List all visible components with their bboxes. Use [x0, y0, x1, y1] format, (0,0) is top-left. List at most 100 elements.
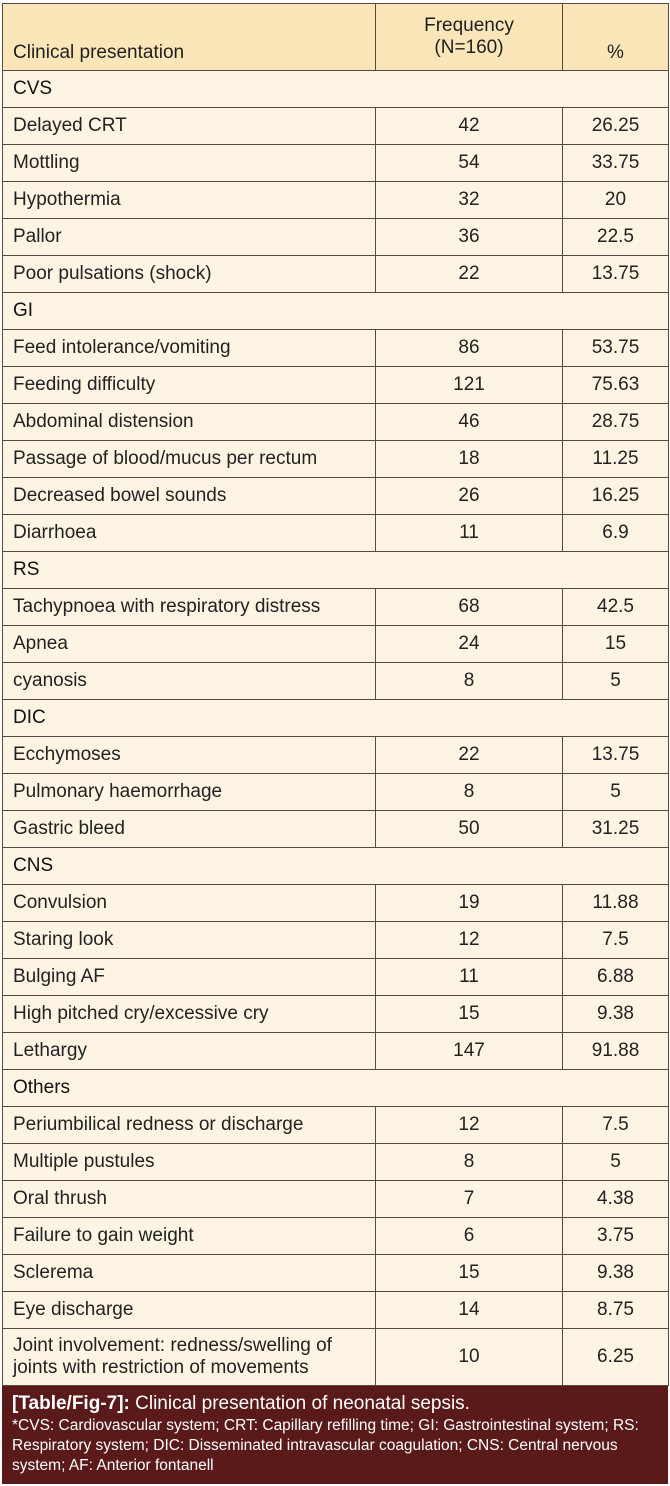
table-figure: Clinical presentation Frequency (N=160) …: [2, 3, 669, 1484]
row-label: Lethargy: [2, 1032, 376, 1070]
row-percent: 5: [562, 662, 669, 700]
row-frequency: 15: [375, 995, 563, 1033]
row-label: Apnea: [2, 625, 376, 663]
row-percent: 31.25: [562, 810, 669, 848]
row-label: Convulsion: [2, 884, 376, 922]
table-row: Eye discharge 14 8.75: [2, 1291, 669, 1329]
table-row: Multiple pustules 8 5: [2, 1143, 669, 1181]
table-row: Hypothermia 32 20: [2, 181, 669, 219]
row-label: Feed intolerance/vomiting: [2, 329, 376, 367]
row-percent: 6.9: [562, 514, 669, 552]
row-label: Tachypnoea with respiratory distress: [2, 588, 376, 626]
row-percent: 13.75: [562, 736, 669, 774]
row-percent: 20: [562, 181, 669, 219]
group-label: CVS: [2, 70, 669, 108]
row-frequency: 22: [375, 255, 563, 293]
row-frequency: 6: [375, 1217, 563, 1255]
row-label: Hypothermia: [2, 181, 376, 219]
table-group-row: GI: [2, 292, 669, 330]
table-group-row: CNS: [2, 847, 669, 885]
row-percent: 6.25: [562, 1328, 669, 1386]
group-label: CNS: [2, 847, 669, 885]
row-frequency: 50: [375, 810, 563, 848]
group-label: DIC: [2, 699, 669, 737]
row-frequency: 86: [375, 329, 563, 367]
row-percent: 5: [562, 1143, 669, 1181]
table-row: Feed intolerance/vomiting 86 53.75: [2, 329, 669, 367]
header-frequency-line2: (N=160): [434, 37, 504, 58]
clinical-presentation-table: Clinical presentation Frequency (N=160) …: [2, 3, 669, 1386]
row-label: Bulging AF: [2, 958, 376, 996]
table-group-row: Others: [2, 1069, 669, 1107]
row-label: Periumbilical redness or discharge: [2, 1106, 376, 1144]
row-frequency: 10: [375, 1328, 563, 1386]
table-group-row: RS: [2, 551, 669, 589]
header-frequency: Frequency (N=160): [375, 3, 563, 71]
row-frequency: 7: [375, 1180, 563, 1218]
row-frequency: 19: [375, 884, 563, 922]
table-row: Periumbilical redness or discharge 12 7.5: [2, 1106, 669, 1144]
table-header-row: Clinical presentation Frequency (N=160) …: [2, 3, 669, 71]
row-frequency: 54: [375, 144, 563, 182]
row-percent: 15: [562, 625, 669, 663]
row-percent: 26.25: [562, 107, 669, 145]
row-frequency: 8: [375, 662, 563, 700]
row-label: cyanosis: [2, 662, 376, 700]
row-frequency: 14: [375, 1291, 563, 1329]
table-row: Feeding difficulty 121 75.63: [2, 366, 669, 404]
row-percent: 7.5: [562, 1106, 669, 1144]
row-percent: 28.75: [562, 403, 669, 441]
table-row: Apnea 24 15: [2, 625, 669, 663]
row-percent: 9.38: [562, 1254, 669, 1292]
row-frequency: 42: [375, 107, 563, 145]
group-label: GI: [2, 292, 669, 330]
row-frequency: 26: [375, 477, 563, 515]
row-percent: 6.88: [562, 958, 669, 996]
header-percent: %: [562, 3, 669, 71]
row-label: Diarrhoea: [2, 514, 376, 552]
table-row: Abdominal distension 46 28.75: [2, 403, 669, 441]
table-group-row: DIC: [2, 699, 669, 737]
table-row: Delayed CRT 42 26.25: [2, 107, 669, 145]
row-label: Ecchymoses: [2, 736, 376, 774]
row-label: Gastric bleed: [2, 810, 376, 848]
caption-title: Clinical presentation of neonatal sepsis…: [135, 1393, 470, 1414]
row-percent: 16.25: [562, 477, 669, 515]
group-label: RS: [2, 551, 669, 589]
table-row: Diarrhoea 11 6.9: [2, 514, 669, 552]
table-row: Pallor 36 22.5: [2, 218, 669, 256]
row-label: Pulmonary haemorrhage: [2, 773, 376, 811]
table-row: Staring look 12 7.5: [2, 921, 669, 959]
row-frequency: 68: [375, 588, 563, 626]
row-frequency: 24: [375, 625, 563, 663]
row-frequency: 46: [375, 403, 563, 441]
row-percent: 11.25: [562, 440, 669, 478]
row-frequency: 8: [375, 1143, 563, 1181]
table-row: Passage of blood/mucus per rectum 18 11.25: [2, 440, 669, 478]
figure-caption: [Table/Fig-7]: Clinical presentation of …: [2, 1386, 668, 1484]
caption-title-line: [Table/Fig-7]: Clinical presentation of …: [12, 1392, 658, 1416]
row-label: Pallor: [2, 218, 376, 256]
row-frequency: 8: [375, 773, 563, 811]
table-row: Pulmonary haemorrhage 8 5: [2, 773, 669, 811]
row-percent: 42.5: [562, 588, 669, 626]
table-row: Failure to gain weight 6 3.75: [2, 1217, 669, 1255]
row-label: Sclerema: [2, 1254, 376, 1292]
row-label: Failure to gain weight: [2, 1217, 376, 1255]
row-frequency: 18: [375, 440, 563, 478]
row-label: Oral thrush: [2, 1180, 376, 1218]
row-label: Staring look: [2, 921, 376, 959]
row-label: Passage of blood/mucus per rectum: [2, 440, 376, 478]
table-row: Gastric bleed 50 31.25: [2, 810, 669, 848]
row-percent: 9.38: [562, 995, 669, 1033]
table-row: Bulging AF 11 6.88: [2, 958, 669, 996]
table-row: High pitched cry/excessive cry 15 9.38: [2, 995, 669, 1033]
row-frequency: 147: [375, 1032, 563, 1070]
table-group-row: CVS: [2, 70, 669, 108]
row-label: High pitched cry/excessive cry: [2, 995, 376, 1033]
row-percent: 13.75: [562, 255, 669, 293]
row-frequency: 12: [375, 921, 563, 959]
row-percent: 3.75: [562, 1217, 669, 1255]
table-row: Sclerema 15 9.38: [2, 1254, 669, 1292]
caption-notes: *CVS: Cardiovascular system; CRT: Capill…: [12, 1417, 639, 1474]
